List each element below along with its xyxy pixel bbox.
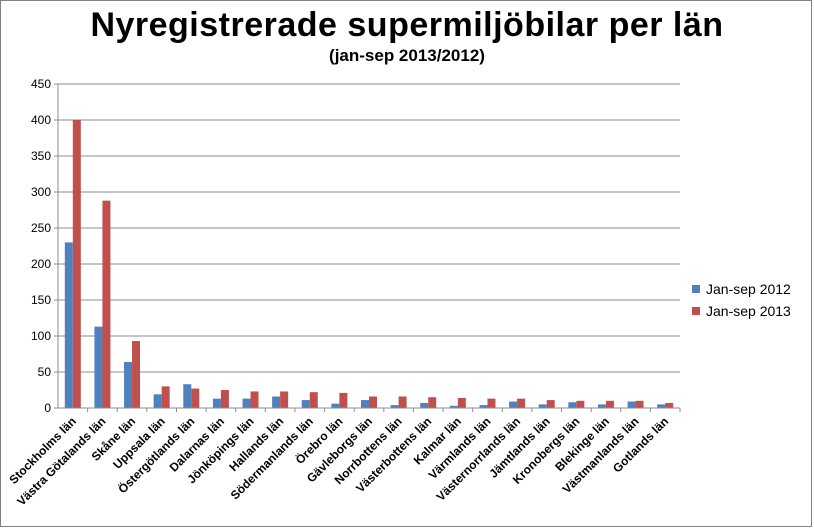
bar-2013	[517, 398, 526, 408]
bar-2012	[94, 326, 103, 408]
bar-2013	[605, 400, 614, 408]
bar-2012	[509, 401, 518, 408]
y-tick-label: 100	[31, 329, 51, 343]
y-tick-label: 300	[31, 185, 51, 199]
legend: Jan-sep 2012 Jan-sep 2013	[692, 278, 791, 322]
bar-2013	[457, 397, 466, 408]
bar-2013	[428, 397, 437, 408]
bar-2013	[191, 388, 200, 408]
bar-2013	[576, 400, 585, 408]
bar-2013	[369, 396, 377, 408]
y-tick-label: 400	[31, 113, 51, 127]
bar-2012	[64, 242, 73, 408]
bar-2013	[72, 120, 81, 408]
y-tick-label: 450	[31, 77, 51, 91]
bar-2012	[420, 402, 429, 408]
bar-2012	[331, 403, 340, 408]
legend-item-2012: Jan-sep 2012	[692, 278, 791, 300]
y-tick-label: 350	[31, 149, 51, 163]
bar-2013	[665, 402, 674, 408]
bar-2013	[161, 386, 170, 408]
y-tick-label: 200	[31, 257, 51, 271]
bar-2013	[487, 398, 496, 408]
bar-2013	[309, 392, 318, 408]
bar-2012	[568, 402, 577, 408]
bar-2013	[546, 400, 555, 408]
bar-2012	[538, 404, 547, 408]
bar-2012	[153, 394, 162, 408]
bar-2013	[220, 390, 229, 408]
legend-item-2013: Jan-sep 2013	[692, 300, 791, 322]
bar-2012	[361, 400, 369, 408]
bars	[64, 120, 674, 408]
legend-swatch-2012	[692, 285, 700, 293]
bar-2012	[390, 405, 399, 408]
y-axis: 0 50 100 150 200 250 300 350 400 450	[31, 77, 59, 415]
bar-2013	[132, 341, 141, 408]
chart-subtitle: (jan-sep 2013/2012)	[329, 46, 485, 65]
gridlines	[58, 83, 680, 409]
bar-2013	[280, 391, 289, 408]
bar-2012	[657, 404, 666, 408]
legend-swatch-2013	[692, 307, 700, 315]
y-tick-label: 0	[44, 401, 51, 415]
y-tick-label: 250	[31, 221, 51, 235]
bar-2012	[124, 361, 133, 408]
bar-2012	[301, 400, 310, 408]
bar-2012	[242, 398, 251, 408]
bar-2013	[339, 392, 348, 408]
legend-label-2012: Jan-sep 2012	[706, 281, 791, 297]
bar-2013	[635, 400, 644, 408]
bar-2012	[627, 401, 636, 408]
bar-2013	[398, 396, 407, 408]
bar-2012	[272, 396, 281, 408]
bar-2012	[183, 384, 192, 408]
bar-2012	[212, 398, 221, 408]
y-tick-label: 50	[38, 365, 52, 379]
y-tick-label: 150	[31, 293, 51, 307]
bar-2012	[449, 405, 458, 408]
legend-label-2013: Jan-sep 2013	[706, 303, 791, 319]
bar-2013	[250, 391, 259, 408]
bar-2013	[102, 200, 111, 408]
chart-title: Nyregistrerade supermiljöbilar per län	[90, 6, 724, 44]
bar-2012	[479, 405, 488, 408]
bar-2012	[597, 404, 606, 408]
